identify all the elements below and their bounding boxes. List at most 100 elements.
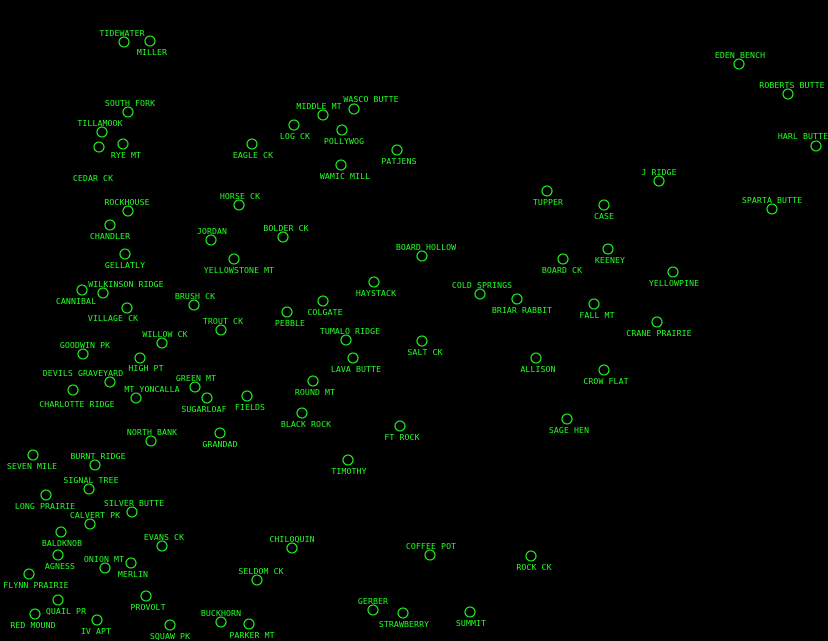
station-seldom-ck[interactable]: SELDOM CK bbox=[238, 566, 284, 586]
circle-icon[interactable] bbox=[782, 88, 794, 100]
station-middle-mt[interactable]: MIDDLE MT bbox=[296, 101, 342, 121]
circle-icon[interactable] bbox=[348, 103, 360, 115]
station-timothy[interactable]: TIMOTHY bbox=[331, 454, 367, 476]
circle-icon[interactable] bbox=[464, 606, 476, 618]
station-onion-mt[interactable]: ONION MT bbox=[84, 554, 124, 574]
circle-icon[interactable] bbox=[317, 109, 329, 121]
circle-icon[interactable] bbox=[52, 549, 64, 561]
circle-icon[interactable] bbox=[288, 119, 300, 131]
station-rockhouse[interactable]: ROCKHOUSE bbox=[104, 197, 150, 217]
circle-icon[interactable] bbox=[121, 302, 133, 314]
circle-icon[interactable] bbox=[286, 542, 298, 554]
station-j-ridge[interactable]: J RIDGE bbox=[641, 167, 677, 187]
station-log-ck[interactable]: LOG CK bbox=[280, 119, 310, 141]
circle-icon[interactable] bbox=[156, 540, 168, 552]
station-crane-prairie[interactable]: CRANE PRAIRIE bbox=[626, 316, 692, 338]
station-coffee-pot[interactable]: COFFEE POT bbox=[406, 541, 456, 561]
station-pebble[interactable]: PEBBLE bbox=[275, 306, 305, 328]
station-wamic-mill[interactable]: WAMIC MILL bbox=[320, 159, 370, 181]
station-eagle-ck[interactable]: EAGLE CK bbox=[233, 138, 273, 160]
circle-icon[interactable] bbox=[76, 284, 88, 296]
circle-icon[interactable] bbox=[766, 203, 778, 215]
circle-icon[interactable] bbox=[557, 253, 569, 265]
circle-icon[interactable] bbox=[97, 287, 109, 299]
station-eden-bench[interactable]: EDEN BENCH bbox=[715, 50, 765, 70]
circle-icon[interactable] bbox=[342, 454, 354, 466]
station-yellowpine[interactable]: YELLOWPINE bbox=[649, 266, 699, 288]
circle-icon[interactable] bbox=[307, 375, 319, 387]
station-mt-yoncalla[interactable]: MT YONCALLA bbox=[124, 384, 180, 404]
circle-icon[interactable] bbox=[424, 549, 436, 561]
station-cedar-ck[interactable]: CEDAR CK bbox=[73, 141, 113, 183]
station-provolt[interactable]: PROVOLT bbox=[130, 590, 166, 612]
circle-icon[interactable] bbox=[40, 489, 52, 501]
station-sparta-butte[interactable]: SPARTA BUTTE bbox=[742, 195, 802, 215]
station-willow-ck[interactable]: WILLOW CK bbox=[142, 329, 188, 349]
station-grandad[interactable]: GRANDAD bbox=[202, 427, 238, 449]
station-patjens[interactable]: PATJENS bbox=[381, 144, 417, 166]
circle-icon[interactable] bbox=[96, 126, 108, 138]
circle-icon[interactable] bbox=[368, 276, 380, 288]
circle-icon[interactable] bbox=[104, 376, 116, 388]
station-miller[interactable]: MILLER bbox=[137, 35, 167, 57]
circle-icon[interactable] bbox=[215, 324, 227, 336]
station-salt-ck[interactable]: SALT CK bbox=[407, 335, 443, 357]
circle-icon[interactable] bbox=[336, 124, 348, 136]
circle-icon[interactable] bbox=[27, 449, 39, 461]
circle-icon[interactable] bbox=[189, 381, 201, 393]
station-tumalo-ridge[interactable]: TUMALO RIDGE bbox=[320, 326, 380, 346]
station-black-rock[interactable]: BLACK ROCK bbox=[281, 407, 331, 429]
circle-icon[interactable] bbox=[530, 352, 542, 364]
circle-icon[interactable] bbox=[340, 334, 352, 346]
circle-icon[interactable] bbox=[84, 518, 96, 530]
circle-icon[interactable] bbox=[126, 506, 138, 518]
circle-icon[interactable] bbox=[52, 594, 64, 606]
circle-icon[interactable] bbox=[598, 364, 610, 376]
station-charlotte-ridge[interactable]: CHARLOTTE RIDGE bbox=[39, 384, 115, 409]
circle-icon[interactable] bbox=[653, 175, 665, 187]
station-fields[interactable]: FIELDS bbox=[235, 390, 265, 412]
circle-icon[interactable] bbox=[205, 234, 217, 246]
circle-icon[interactable] bbox=[397, 607, 409, 619]
circle-icon[interactable] bbox=[347, 352, 359, 364]
station-jordan[interactable]: JORDAN bbox=[197, 226, 227, 246]
station-board-hollow[interactable]: BOARD HOLLOW bbox=[396, 242, 456, 262]
circle-icon[interactable] bbox=[93, 141, 105, 153]
station-seven-mile[interactable]: SEVEN MILE bbox=[7, 449, 57, 471]
circle-icon[interactable] bbox=[145, 435, 157, 447]
circle-icon[interactable] bbox=[667, 266, 679, 278]
circle-icon[interactable] bbox=[416, 335, 428, 347]
station-parker-mt[interactable]: PARKER MT bbox=[229, 618, 275, 640]
circle-icon[interactable] bbox=[67, 384, 79, 396]
circle-icon[interactable] bbox=[188, 299, 200, 311]
circle-icon[interactable] bbox=[122, 205, 134, 217]
station-wilkinson-ridge[interactable]: WILKINSON RIDGE bbox=[88, 279, 164, 299]
station-cold-springs[interactable]: COLD SPRINGS bbox=[452, 280, 512, 300]
station-wasco-butte[interactable]: WASCO BUTTE bbox=[343, 94, 399, 115]
station-tupper[interactable]: TUPPER bbox=[533, 185, 563, 207]
circle-icon[interactable] bbox=[134, 352, 146, 364]
circle-icon[interactable] bbox=[77, 348, 89, 360]
circle-icon[interactable] bbox=[243, 618, 255, 630]
circle-icon[interactable] bbox=[215, 616, 227, 628]
station-baldknob[interactable]: BALDKNOB bbox=[42, 526, 82, 548]
station-gellatly[interactable]: GELLATLY bbox=[105, 248, 145, 270]
circle-icon[interactable] bbox=[525, 550, 537, 562]
station-case[interactable]: CASE bbox=[594, 199, 614, 221]
station-tillamook[interactable]: TILLAMOOK bbox=[77, 118, 123, 138]
station-chandler[interactable]: CHANDLER bbox=[90, 219, 130, 241]
circle-icon[interactable] bbox=[651, 316, 663, 328]
station-horse-ck[interactable]: HORSE CK bbox=[220, 191, 260, 211]
circle-icon[interactable] bbox=[281, 306, 293, 318]
circle-icon[interactable] bbox=[474, 288, 486, 300]
station-chiloquin[interactable]: CHILOQUIN bbox=[269, 534, 315, 554]
station-high-pt[interactable]: HIGH PT bbox=[128, 352, 164, 373]
station-trout-ck[interactable]: TROUT CK bbox=[203, 316, 243, 336]
station-iv-apt[interactable]: IV APT bbox=[81, 614, 111, 636]
station-pollywog[interactable]: POLLYWOG bbox=[324, 124, 364, 146]
station-colgate[interactable]: COLGATE bbox=[307, 295, 343, 317]
circle-icon[interactable] bbox=[733, 58, 745, 70]
station-squaw-pk[interactable]: SQUAW PK bbox=[150, 619, 190, 641]
circle-icon[interactable] bbox=[140, 590, 152, 602]
circle-icon[interactable] bbox=[317, 295, 329, 307]
